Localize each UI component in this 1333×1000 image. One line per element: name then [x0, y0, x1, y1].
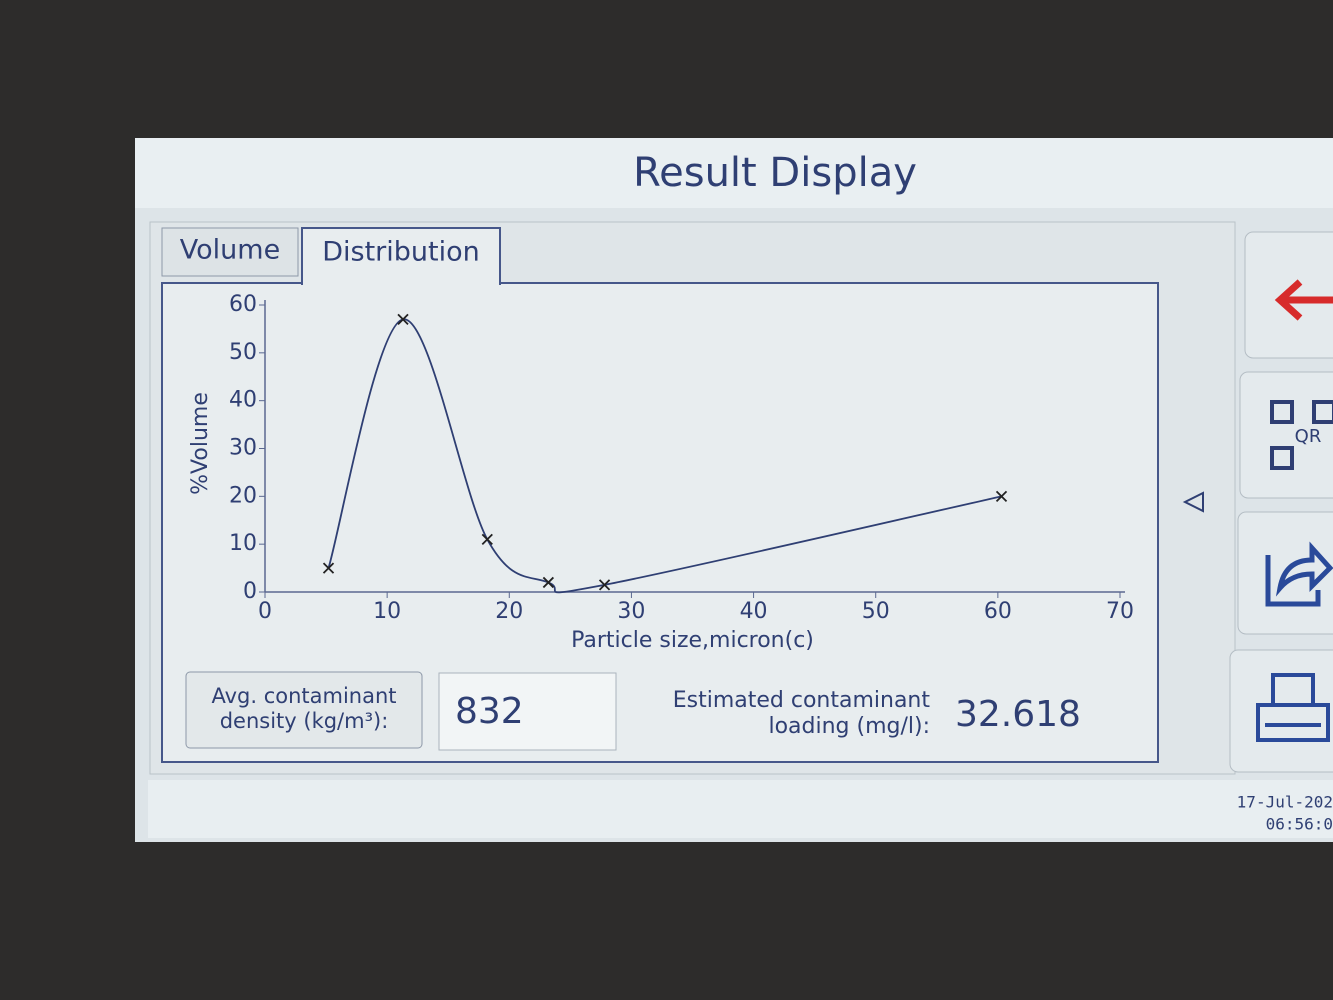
x-tick-label: 30 — [617, 599, 645, 624]
status-bar — [148, 780, 1333, 838]
qr-label: QR — [1295, 426, 1322, 447]
y-axis-label: %Volume — [188, 392, 213, 495]
x-tick-label: 60 — [984, 599, 1012, 624]
tab-volume[interactable] — [161, 227, 299, 277]
field-label: Avg. contaminant — [211, 684, 396, 708]
qr-icon — [1270, 446, 1294, 470]
tab-join — [303, 280, 499, 286]
y-tick-label: 20 — [229, 483, 257, 508]
density-input[interactable] — [438, 672, 617, 751]
y-tick-label: 0 — [243, 579, 257, 604]
x-tick-label: 40 — [740, 599, 768, 624]
back-icon — [1274, 279, 1333, 321]
point-marker — [322, 562, 335, 574]
field-label: Estimated contaminant — [673, 688, 931, 713]
qr-icon — [1270, 400, 1294, 424]
field-label: density (kg/m³): — [220, 709, 389, 733]
print-button[interactable] — [1229, 649, 1333, 773]
x-tick-label: 0 — [258, 599, 272, 624]
title-bar — [135, 138, 1333, 208]
x-tick-label: 20 — [495, 599, 523, 624]
loading-value: 32.618 — [955, 694, 1081, 735]
collapse-arrow[interactable] — [1182, 491, 1204, 513]
field-label: loading (mg/l): — [768, 714, 930, 739]
x-tick-label: 50 — [862, 599, 890, 624]
point-marker — [397, 313, 409, 325]
print-icon — [1256, 673, 1330, 742]
density-label-box — [185, 671, 423, 749]
point-marker — [995, 490, 1008, 502]
x-tick-label: 10 — [373, 599, 401, 624]
density-value: 832 — [455, 691, 524, 732]
x-axis-label: Particle size,micron(c) — [571, 628, 814, 653]
y-tick-label: 50 — [229, 340, 257, 365]
distribution-line — [327, 318, 1002, 594]
y-tick-label: 60 — [229, 292, 257, 317]
timestamp: 06:56:0 — [1266, 815, 1333, 834]
y-tick-label: 40 — [229, 388, 257, 413]
qr-icon — [1312, 400, 1333, 424]
qr-button[interactable] — [1239, 371, 1333, 499]
timestamp: 17-Jul-202 — [1237, 793, 1333, 812]
point-marker — [542, 576, 555, 589]
y-tick-label: 30 — [229, 436, 257, 461]
point-marker — [598, 579, 611, 591]
tab-label: Distribution — [322, 237, 480, 268]
y-tick-label: 10 — [229, 531, 257, 556]
x-tick-label: 70 — [1106, 599, 1134, 624]
tab-label: Volume — [180, 235, 280, 266]
share-icon — [1265, 541, 1333, 607]
point-marker — [481, 533, 493, 546]
screen-title: Result Display — [633, 150, 917, 196]
